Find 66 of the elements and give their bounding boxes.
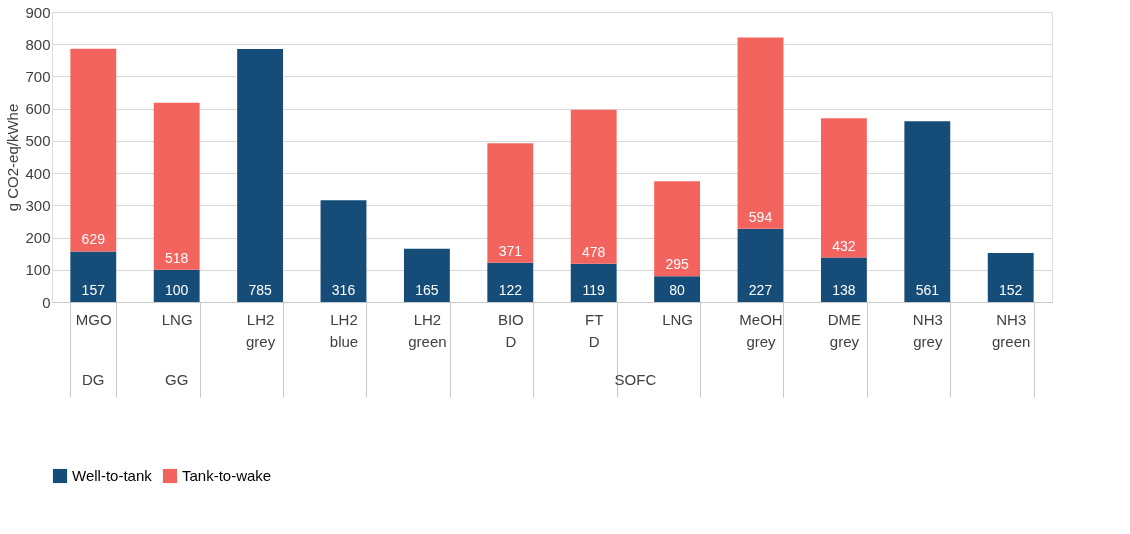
x-tick-label: MGO [75, 310, 112, 328]
y-tick-label: 300 [25, 196, 51, 214]
data-label: 119 [582, 282, 606, 298]
text: GG [165, 371, 189, 388]
bar [737, 37, 784, 229]
legend-label: Well-to-tank [72, 467, 153, 484]
x-tick-label: DME grey [827, 310, 862, 350]
x-tick-label: LH2 grey [246, 310, 276, 350]
data-label: 122 [498, 282, 523, 298]
bar [403, 248, 450, 302]
bar [70, 251, 117, 302]
bar [654, 276, 701, 302]
x-tick-label: NH3 grey [912, 310, 943, 350]
data-label: 785 [248, 282, 272, 298]
y-tick-label: 800 [25, 35, 51, 53]
bar [487, 262, 534, 302]
data-label: 80 [669, 282, 686, 298]
data-label: 561 [915, 282, 940, 298]
bar [237, 49, 284, 302]
data-label: 518 [165, 249, 189, 266]
data-label: 594 [748, 208, 773, 225]
x-tick-label: LNG [662, 310, 694, 328]
data-label: 165 [415, 282, 439, 298]
legend-label: Tank-to-wake [182, 467, 272, 484]
x-tick-label: FT D [585, 310, 604, 350]
x-tick-label: MeOH grey [739, 310, 783, 350]
bar [820, 257, 867, 302]
y-tick-label: 700 [25, 67, 51, 85]
x-tick-label: BIO D [497, 310, 524, 350]
bar [570, 109, 617, 264]
y-tick-label: 100 [25, 261, 51, 279]
bar [70, 48, 117, 252]
bar [570, 263, 617, 302]
data-label: 371 [498, 242, 523, 259]
data-label: 316 [331, 282, 356, 298]
y-tick-label: 0 [42, 293, 51, 311]
data-label: 478 [582, 243, 606, 260]
data-label: 295 [665, 256, 689, 273]
x-tick-label: NH3 green [992, 310, 1031, 350]
bar [904, 121, 951, 302]
bar [820, 118, 867, 258]
y-tick-label: 400 [25, 164, 51, 182]
x-tick-label: LH2 blue [329, 310, 359, 350]
data-label: 152 [999, 282, 1023, 298]
data-label: 157 [81, 282, 106, 298]
data-label: 629 [81, 231, 106, 248]
y-tick-label: 600 [25, 100, 51, 118]
x-tick-label: LNG [161, 310, 193, 328]
x-tick-label: LH2 green [408, 310, 447, 350]
data-label: 138 [832, 282, 856, 298]
bar [153, 269, 200, 302]
text: DG [82, 371, 105, 388]
bar [153, 102, 200, 270]
data-label: 100 [165, 282, 189, 298]
y-tick-label: 200 [25, 229, 51, 247]
data-label: 432 [832, 237, 856, 254]
y-axis-title: g CO2-eq/kWhe [4, 103, 22, 212]
data-label: 227 [748, 282, 773, 298]
y-tick-label: 500 [25, 132, 51, 150]
bar [654, 181, 701, 277]
y-tick-label: 900 [25, 3, 51, 21]
text: SOFC [614, 371, 657, 388]
bar [987, 253, 1034, 302]
bar [487, 143, 534, 263]
bar [320, 200, 367, 302]
bar [737, 228, 784, 302]
